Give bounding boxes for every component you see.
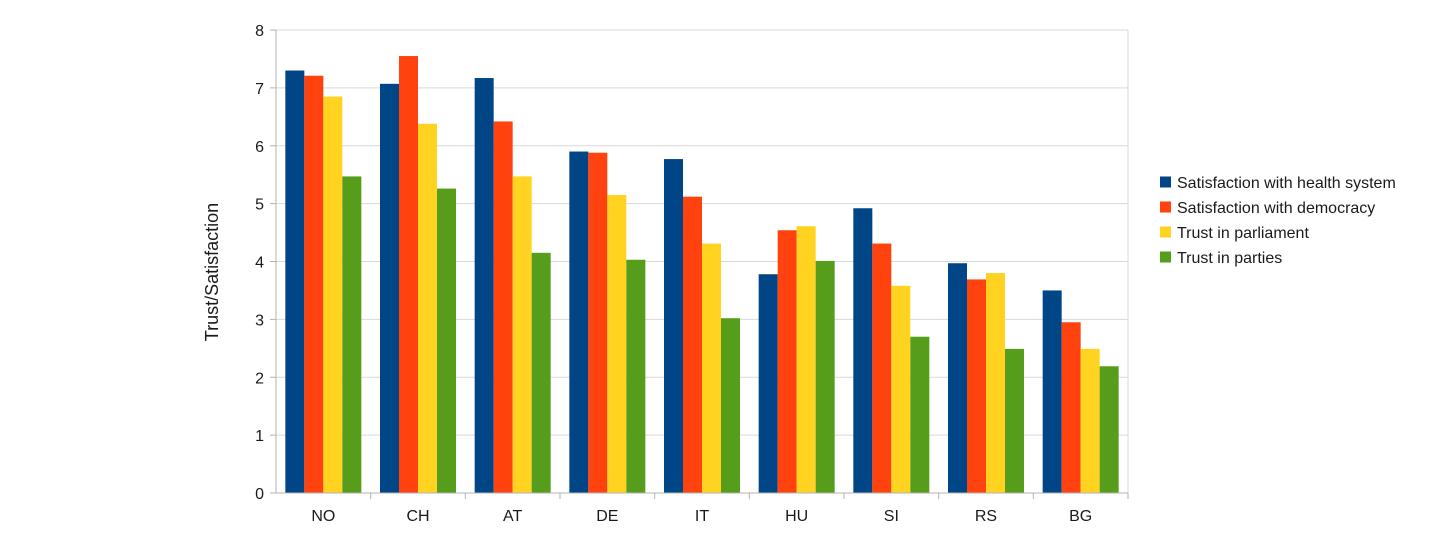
x-tick-label: IT: [695, 508, 709, 525]
bar-group-rs: [948, 263, 1024, 493]
bar-ch-series-3[interactable]: [418, 123, 437, 493]
x-tick-label: HU: [785, 508, 808, 525]
bar-ch-series-2[interactable]: [399, 56, 418, 493]
legend-item-4[interactable]: Trust in parties: [1160, 250, 1282, 267]
bar-at-series-3[interactable]: [512, 176, 532, 493]
bar-de-series-2[interactable]: [588, 152, 608, 493]
bar-no-series-1[interactable]: [285, 70, 305, 493]
legend-label: Trust in parliament: [1177, 225, 1309, 242]
bar-no-series-3[interactable]: [323, 96, 343, 494]
bar-at-series-1[interactable]: [474, 78, 494, 493]
bar-rs-series-4[interactable]: [1005, 348, 1024, 493]
x-tick-label: RS: [975, 508, 997, 525]
bar-it-series-3[interactable]: [702, 243, 721, 493]
bar-group-bg: [1042, 290, 1119, 493]
bar-si-series-1[interactable]: [853, 208, 873, 493]
bar-no-series-4[interactable]: [342, 176, 362, 493]
legend-item-1[interactable]: Satisfaction with health system: [1160, 175, 1396, 192]
bar-at-series-2[interactable]: [493, 121, 513, 493]
bar-group-it: [664, 159, 740, 493]
bar-rs-series-3[interactable]: [986, 273, 1005, 493]
bar-no-series-2[interactable]: [304, 75, 324, 493]
legend[interactable]: Satisfaction with health system Satisfact…: [1160, 175, 1396, 267]
bar-hu-series-2[interactable]: [777, 230, 797, 493]
bar-group-at: [474, 78, 551, 493]
bar-it-series-1[interactable]: [664, 159, 683, 493]
x-tick-label: NO: [311, 508, 335, 525]
bar-hu-series-3[interactable]: [796, 226, 816, 494]
bar-at-series-4[interactable]: [531, 252, 551, 493]
x-tick-label: BG: [1069, 508, 1092, 525]
legend-swatch: [1160, 251, 1171, 263]
bar-group-no: [285, 70, 362, 494]
y-tick-label: 4: [255, 255, 264, 272]
bar-bg-series-3[interactable]: [1080, 348, 1100, 493]
x-tick-label: AT: [503, 508, 522, 525]
bar-rs-series-2[interactable]: [967, 279, 986, 493]
legend-swatch: [1160, 176, 1171, 188]
bar-de-series-3[interactable]: [607, 194, 627, 493]
bar-group-si: [853, 208, 930, 493]
y-tick-label: 6: [255, 139, 264, 156]
y-tick-label: 7: [255, 81, 264, 98]
y-tick-label: 3: [255, 312, 264, 329]
y-tick-label: 5: [255, 197, 264, 214]
legend-item-3[interactable]: Trust in parliament: [1160, 225, 1309, 242]
legend-label: Satisfaction with democracy: [1177, 200, 1375, 217]
y-tick-label: 8: [255, 23, 264, 40]
bar-hu-series-1[interactable]: [758, 274, 778, 493]
y-tick-label: 0: [255, 486, 264, 503]
bar-de-series-1[interactable]: [569, 151, 589, 493]
bar-group-ch: [380, 56, 456, 493]
legend-label: Satisfaction with health system: [1177, 175, 1396, 192]
bar-bg-series-2[interactable]: [1061, 322, 1081, 493]
bar-bg-series-1[interactable]: [1042, 290, 1062, 493]
legend-item-2[interactable]: Satisfaction with democracy: [1160, 200, 1375, 217]
bars: [285, 56, 1119, 494]
bar-group-hu: [758, 226, 835, 494]
y-axis-title: Trust/Satisfaction: [202, 203, 222, 341]
x-tick-label: CH: [406, 508, 429, 525]
bar-rs-series-1[interactable]: [948, 263, 967, 493]
bar-it-series-4[interactable]: [721, 318, 740, 493]
bar-bg-series-4[interactable]: [1099, 366, 1119, 493]
bar-group-de: [569, 151, 646, 493]
bar-it-series-2[interactable]: [683, 196, 702, 493]
legend-label: Trust in parties: [1177, 250, 1282, 267]
legend-swatch: [1160, 201, 1171, 213]
y-axis-ticks: 0 1 2 3 4 5 6 7 8: [255, 23, 276, 503]
bar-de-series-4[interactable]: [626, 259, 646, 493]
bar-si-series-4[interactable]: [910, 336, 930, 493]
bar-si-series-3[interactable]: [891, 285, 911, 493]
x-tick-label: DE: [596, 508, 618, 525]
legend-swatch: [1160, 226, 1171, 238]
y-tick-label: 2: [255, 370, 264, 387]
y-tick-label: 1: [255, 428, 264, 445]
bar-ch-series-1[interactable]: [380, 83, 399, 493]
x-axis-ticks: NO CH AT DE IT HU SI RS BG: [311, 493, 1129, 525]
bar-si-series-2[interactable]: [872, 243, 892, 493]
bar-ch-series-4[interactable]: [437, 188, 456, 493]
x-tick-label: SI: [884, 508, 899, 525]
bar-hu-series-4[interactable]: [815, 260, 835, 493]
